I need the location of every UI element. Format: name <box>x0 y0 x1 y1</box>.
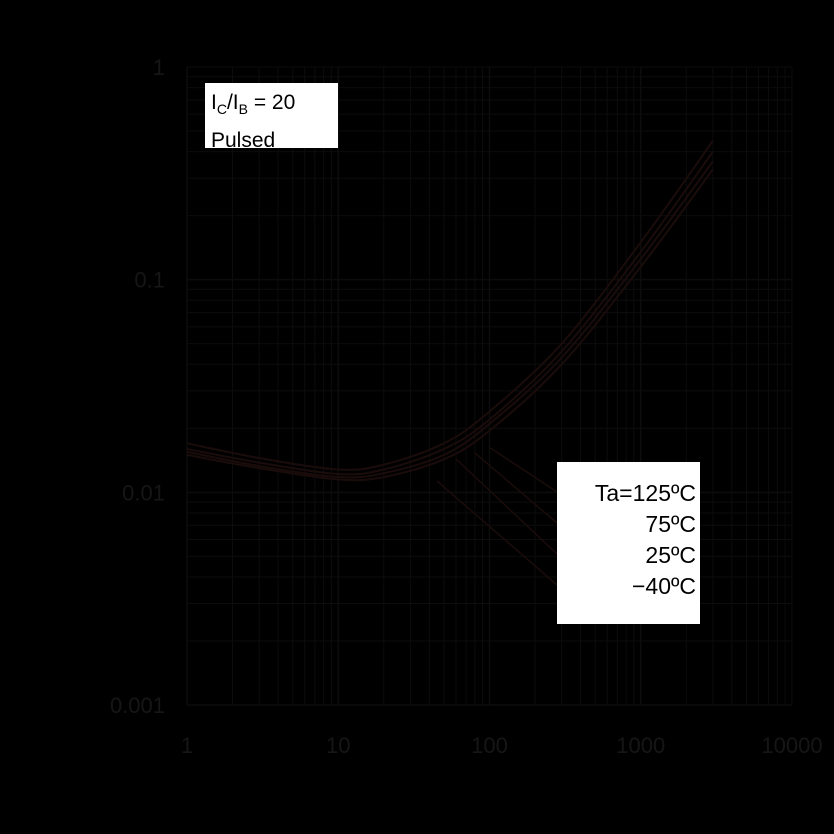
series-line-2 <box>186 160 714 479</box>
leader-line-2 <box>455 458 558 555</box>
series-line-1 <box>186 151 714 476</box>
y-tick-label: 0.1 <box>134 268 165 293</box>
y-tick-label: 0.001 <box>110 693 165 718</box>
ratio-label: IC/IB = 20 <box>211 91 296 118</box>
leader-line-3 <box>436 480 558 586</box>
x-tick-label: 100 <box>471 733 508 758</box>
legend-entry-25: 25ºC <box>645 542 696 568</box>
series-line-3 <box>186 168 714 482</box>
y-tick-label: 1 <box>153 55 165 80</box>
x-tick-label: 1 <box>181 733 193 758</box>
legend-entry-125: Ta=125ºC <box>594 480 696 506</box>
legend-entry-75: 75ºC <box>645 511 696 537</box>
legend-entry-minus40: −40ºC <box>631 573 696 599</box>
x-tick-label: 10000 <box>761 733 822 758</box>
y-tick-label: 0.01 <box>122 480 165 505</box>
leader-line-0 <box>489 446 558 493</box>
x-tick-label: 1000 <box>616 733 665 758</box>
pulsed-label: Pulsed <box>211 129 276 153</box>
x-tick-label: 10 <box>326 733 350 758</box>
series-line-0 <box>186 140 714 471</box>
condition-annotation: IC/IB = 20 Pulsed <box>205 83 338 152</box>
legend: Ta=125ºC 75ºC 25ºC −40ºC <box>557 462 700 624</box>
leader-line-1 <box>474 452 558 524</box>
